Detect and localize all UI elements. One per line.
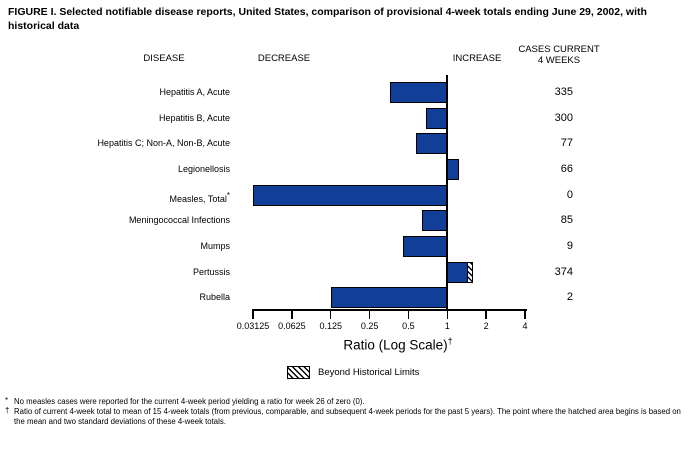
footnote-measles: * No measles cases were reported for the… [5, 395, 687, 407]
cases-current-value: 66 [560, 162, 573, 175]
footnote-ratio: † Ratio of current 4-week total to mean … [5, 405, 687, 427]
cases-current-value: 85 [560, 214, 573, 227]
disease-label-text: Measles, Total [169, 193, 227, 204]
x-axis-tick-label: 1 [444, 321, 450, 331]
footnotes: * No measles cases were reported for the… [5, 395, 687, 427]
figure-title: FIGURE I. Selected notifiable disease re… [8, 6, 647, 32]
ratio-bar [415, 133, 448, 155]
disease-label-text: Hepatitis A, Acute [159, 87, 230, 97]
footnote-text: No measles cases were reported for the c… [14, 397, 365, 406]
disease-label-footnote-marker: * [226, 190, 230, 200]
x-axis-tick [291, 309, 293, 319]
column-header-cases-line2: 4 WEEKS [537, 54, 581, 66]
cases-current-value: 374 [554, 265, 573, 278]
cases-current-value: 2 [566, 291, 573, 304]
x-axis-tick-label: 0.125 [319, 321, 342, 331]
disease-label: Meningococcal Infections [0, 210, 230, 231]
x-axis-tick [329, 309, 332, 319]
ratio-bar [402, 235, 448, 257]
legend-label: Beyond Historical Limits [318, 367, 420, 378]
column-header-cases-line1: CASES CURRENT [518, 44, 600, 55]
footnote-marker-dagger: † [5, 405, 10, 415]
x-axis-tick [485, 309, 487, 319]
disease-label: Hepatitis A, Acute [0, 82, 230, 103]
x-axis-tick-label: 0.0625 [278, 321, 306, 331]
disease-label: Hepatitis B, Acute [0, 108, 230, 129]
disease-label-text: Legionellosis [177, 163, 230, 174]
disease-label-text: Hepatitis C; Non-A, Non-B, Acute [97, 138, 230, 149]
footnote-marker-asterisk: * [5, 395, 9, 405]
disease-label: Measles, Total* [0, 185, 231, 206]
x-axis-tick-label: 4 [522, 321, 528, 331]
ratio-bar [253, 184, 448, 206]
x-axis-tick [524, 309, 526, 319]
x-axis-tick [368, 309, 371, 319]
x-axis-tick-label: 0.5 [402, 321, 415, 331]
disease-label: Hepatitis C; Non-A, Non-B, Acute [0, 133, 230, 154]
cases-current-value: 335 [554, 86, 573, 98]
disease-label-text: Rubella [199, 292, 230, 303]
x-axis-tick [252, 309, 254, 319]
x-axis-title-text: Ratio (Log Scale) [343, 337, 448, 353]
cases-current-value: 77 [560, 137, 573, 150]
ratio-bar [425, 107, 448, 129]
disease-label: Pertussis [0, 262, 230, 283]
cases-current-value: 9 [566, 239, 573, 252]
column-header-disease: DISEASE [143, 53, 185, 64]
ratio-bar [447, 158, 459, 180]
column-header-cases: CASES CURRENT 4 WEEKS [518, 44, 600, 66]
disease-label: Legionellosis [0, 159, 230, 180]
ratio-bar [390, 82, 448, 103]
disease-label: Mumps [0, 236, 230, 257]
column-header-decrease: DECREASE [257, 53, 311, 64]
ratio-bar [330, 287, 448, 309]
x-axis-tick [407, 309, 410, 319]
cases-current-value: 300 [554, 111, 573, 124]
x-axis-title-dagger: † [447, 336, 453, 346]
disease-label-text: Pertussis [192, 266, 230, 277]
ratio-bar [422, 210, 448, 232]
column-header-increase: INCREASE [452, 53, 502, 64]
x-axis-tick-label: 0.03125 [236, 321, 270, 331]
disease-label-text: Hepatitis B, Acute [158, 112, 230, 123]
disease-label: Rubella [0, 287, 230, 308]
footnote-text: Ratio of current 4-week total to mean of… [14, 407, 681, 426]
beyond-limits-hatch [466, 261, 473, 283]
legend-hatch-swatch [287, 366, 310, 379]
baseline-ratio-1-line [446, 75, 449, 309]
x-axis-line [252, 309, 527, 311]
legend: Beyond Historical Limits [287, 366, 419, 379]
x-axis-tick-label: 2 [483, 321, 489, 331]
x-axis-tick [446, 309, 449, 319]
cases-current-value: 0 [566, 188, 573, 201]
x-axis-title: Ratio (Log Scale)† [343, 336, 452, 353]
disease-label-text: Mumps [200, 240, 230, 251]
disease-label-text: Meningococcal Infections [128, 215, 230, 226]
x-axis-tick-label: 0.25 [360, 321, 379, 331]
